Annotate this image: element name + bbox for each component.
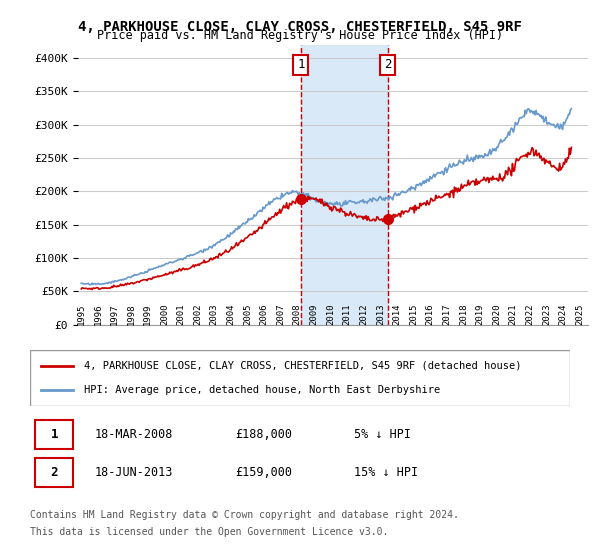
Text: 2016: 2016 xyxy=(425,304,434,325)
Text: 1999: 1999 xyxy=(143,304,152,325)
FancyBboxPatch shape xyxy=(35,420,73,449)
Text: 2015: 2015 xyxy=(409,304,418,325)
Text: 4, PARKHOUSE CLOSE, CLAY CROSS, CHESTERFIELD, S45 9RF (detached house): 4, PARKHOUSE CLOSE, CLAY CROSS, CHESTERF… xyxy=(84,361,521,371)
Text: 2000: 2000 xyxy=(160,304,169,325)
Text: 2012: 2012 xyxy=(359,304,368,325)
Text: 5% ↓ HPI: 5% ↓ HPI xyxy=(354,428,411,441)
FancyBboxPatch shape xyxy=(30,350,570,406)
Text: HPI: Average price, detached house, North East Derbyshire: HPI: Average price, detached house, Nort… xyxy=(84,385,440,395)
Text: 2007: 2007 xyxy=(276,304,285,325)
Text: 2023: 2023 xyxy=(542,304,551,325)
Text: 2003: 2003 xyxy=(210,304,219,325)
Text: 2021: 2021 xyxy=(509,304,518,325)
Text: 2008: 2008 xyxy=(293,304,302,325)
Text: Price paid vs. HM Land Registry's House Price Index (HPI): Price paid vs. HM Land Registry's House … xyxy=(97,29,503,42)
Text: 2006: 2006 xyxy=(260,304,269,325)
Text: 2025: 2025 xyxy=(575,304,584,325)
Text: 2011: 2011 xyxy=(343,304,352,325)
Text: 1997: 1997 xyxy=(110,304,119,325)
Text: 2009: 2009 xyxy=(310,304,319,325)
Text: 2: 2 xyxy=(50,466,58,479)
Text: 1: 1 xyxy=(297,58,305,71)
Text: 2022: 2022 xyxy=(526,304,535,325)
Text: 18-JUN-2013: 18-JUN-2013 xyxy=(95,466,173,479)
Text: Contains HM Land Registry data © Crown copyright and database right 2024.: Contains HM Land Registry data © Crown c… xyxy=(30,510,459,520)
Text: 2019: 2019 xyxy=(476,304,485,325)
Text: 4, PARKHOUSE CLOSE, CLAY CROSS, CHESTERFIELD, S45 9RF: 4, PARKHOUSE CLOSE, CLAY CROSS, CHESTERF… xyxy=(78,20,522,34)
Bar xyxy=(301,45,388,325)
Text: 2014: 2014 xyxy=(392,304,401,325)
Text: 1998: 1998 xyxy=(127,304,136,325)
Text: 2017: 2017 xyxy=(442,304,451,325)
Text: 2005: 2005 xyxy=(243,304,252,325)
Text: 2020: 2020 xyxy=(492,304,501,325)
Text: 2024: 2024 xyxy=(559,304,568,325)
Text: 2010: 2010 xyxy=(326,304,335,325)
Text: 1995: 1995 xyxy=(77,304,86,325)
Text: 1996: 1996 xyxy=(94,304,103,325)
Text: 2013: 2013 xyxy=(376,304,385,325)
Text: 2001: 2001 xyxy=(176,304,185,325)
Text: 2004: 2004 xyxy=(226,304,235,325)
Text: £159,000: £159,000 xyxy=(235,466,292,479)
Text: 18-MAR-2008: 18-MAR-2008 xyxy=(95,428,173,441)
Text: 2: 2 xyxy=(384,58,392,71)
Text: 2018: 2018 xyxy=(459,304,468,325)
Text: 2002: 2002 xyxy=(193,304,202,325)
Text: This data is licensed under the Open Government Licence v3.0.: This data is licensed under the Open Gov… xyxy=(30,527,388,537)
Text: £188,000: £188,000 xyxy=(235,428,292,441)
Text: 15% ↓ HPI: 15% ↓ HPI xyxy=(354,466,418,479)
FancyBboxPatch shape xyxy=(35,458,73,487)
Text: 1: 1 xyxy=(50,428,58,441)
